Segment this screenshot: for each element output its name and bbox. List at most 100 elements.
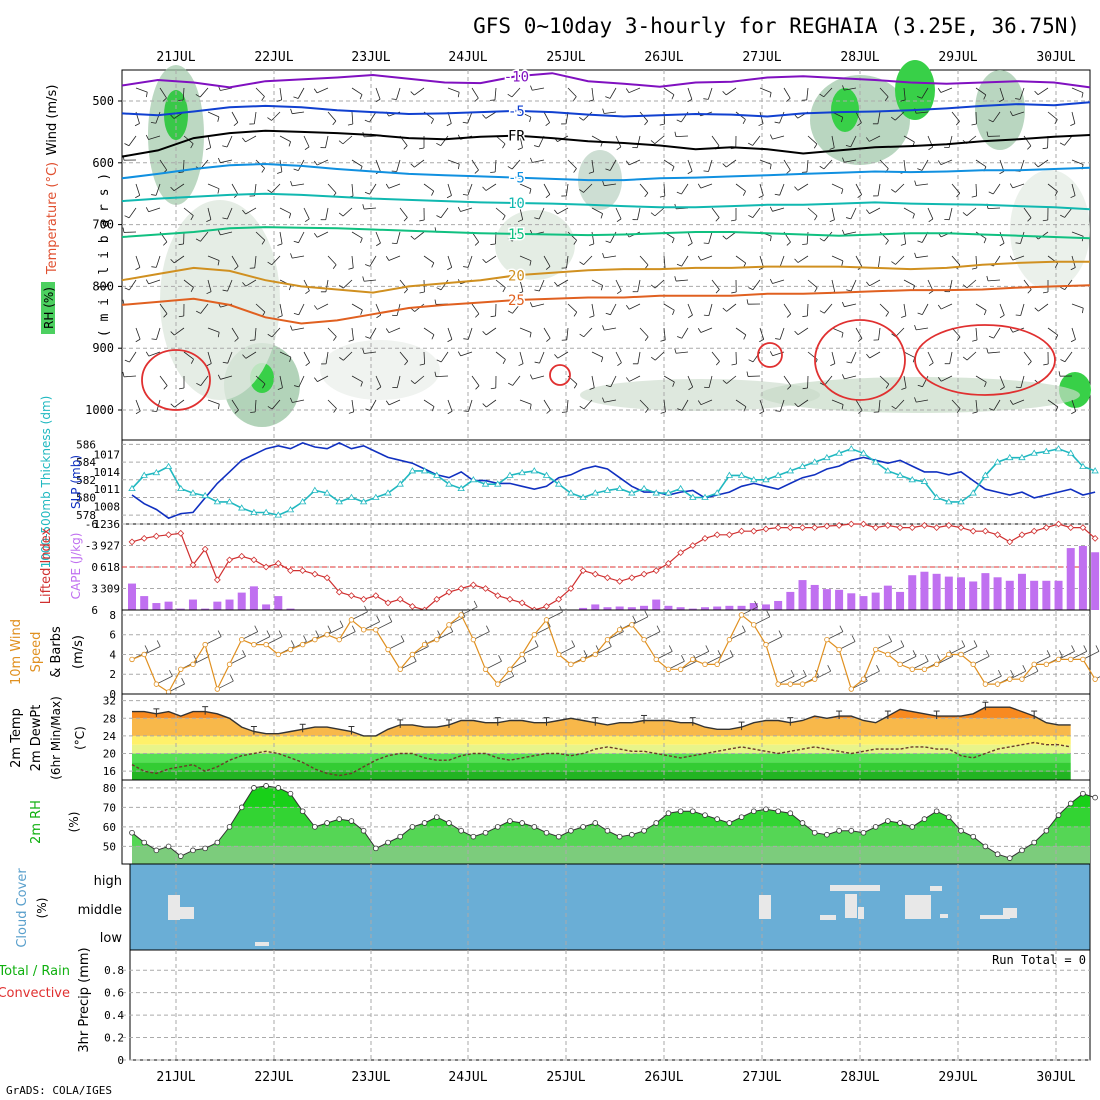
- wind10-barb-flag: [924, 655, 929, 662]
- wind10-point: [129, 656, 135, 663]
- wind-barb-aloft: [298, 375, 305, 388]
- cape-bar: [164, 601, 173, 610]
- cape-bar: [627, 607, 636, 610]
- wind10-barb: [607, 631, 624, 641]
- wind-barb-aloft: [831, 183, 844, 190]
- wind-barb-aloft-flag: [530, 157, 533, 163]
- ylabel-rh2m: 2m RH: [29, 800, 44, 844]
- wind-barb-aloft: [303, 351, 310, 363]
- thickness-point: [615, 484, 624, 492]
- wind10-barb: [1058, 651, 1075, 660]
- wind-barb-aloft: [1071, 399, 1077, 412]
- wind-barb-aloft: [135, 183, 141, 196]
- wind-barb-aloft: [440, 279, 449, 291]
- wind-barb-aloft-flag: [769, 351, 773, 356]
- wind-barb-aloft-flag: [937, 376, 942, 382]
- wind-barb-aloft-flag: [474, 241, 479, 246]
- thickness-point: [238, 504, 246, 511]
- wind-barb-aloft-flag: [376, 386, 382, 391]
- wind-barb-aloft: [831, 207, 835, 220]
- series-thickness: [131, 447, 1096, 517]
- rh-point: [799, 820, 806, 826]
- footer-credit: GrADS: COLA/IGES: [6, 1084, 112, 1097]
- rh-point: [775, 808, 781, 815]
- wind-barb-aloft: [468, 399, 473, 412]
- wind-barb-aloft: [351, 111, 354, 124]
- wind-barb-aloft: [949, 351, 953, 364]
- wind-barb-aloft: [148, 207, 161, 213]
- wind-barb-aloft-flag: [1070, 123, 1076, 127]
- wind-barb-aloft: [440, 135, 449, 146]
- wind-barb-aloft-flag: [277, 171, 283, 174]
- wind-barb-aloft-flag: [999, 99, 1004, 103]
- wind-barb-aloft: [1071, 303, 1084, 309]
- cape-bar: [749, 603, 758, 610]
- li-point: [640, 570, 648, 578]
- wind-barb-aloft: [629, 303, 641, 310]
- wind-barb-aloft: [700, 327, 713, 333]
- wind-barb-aloft: [148, 351, 161, 357]
- wind-barb-aloft: [128, 207, 137, 219]
- wind-barb-aloft-flag: [145, 92, 148, 98]
- li-point: [738, 527, 745, 535]
- wind-barb-aloft: [351, 303, 363, 311]
- wind-barb-aloft: [388, 327, 401, 334]
- wind10-barb-flag: [242, 650, 246, 657]
- wind-barb-aloft: [135, 87, 148, 93]
- wind-barb-aloft-flag: [122, 227, 125, 233]
- wind-barb-aloft: [519, 135, 523, 148]
- cape-bar: [737, 605, 746, 610]
- li-point: [994, 531, 1001, 539]
- wind-barb-aloft-flag: [846, 289, 852, 292]
- wind-barb-aloft-flag: [410, 91, 415, 96]
- wind10-point: [531, 632, 538, 638]
- wind-barb-aloft-flag: [385, 400, 390, 406]
- wind-barb-aloft-flag: [687, 242, 693, 247]
- wind-barb-aloft: [1047, 327, 1058, 336]
- temp-band: [132, 744, 1071, 754]
- wind-barb-aloft: [772, 135, 785, 140]
- li-point: [945, 522, 953, 529]
- wind-barb-aloft-flag: [901, 315, 907, 318]
- wind-barb-aloft: [245, 279, 257, 287]
- wind-barb-aloft-flag: [660, 411, 666, 414]
- wind-barb-aloft-flag: [529, 332, 532, 338]
- thickness-point: [859, 449, 868, 456]
- wind-barb-aloft: [316, 159, 329, 166]
- thickness-point: [1006, 453, 1014, 461]
- wind10-barb-flag: [169, 669, 173, 677]
- wind-barb-aloft-flag: [672, 310, 675, 315]
- wind10-point: [1019, 676, 1025, 682]
- wind-barb-aloft: [654, 279, 665, 289]
- wind10-barb-flag: [327, 625, 332, 632]
- wind-barb-aloft: [351, 87, 363, 95]
- wind10-barb: [887, 646, 905, 655]
- wind-barb-aloft-flag: [507, 93, 513, 98]
- thickness-point: [506, 471, 514, 478]
- wind10-barb-flag: [181, 677, 185, 685]
- wind10-barb: [595, 646, 612, 655]
- wind10-barb-flag: [351, 625, 356, 632]
- wind-barb-aloft-flag: [145, 134, 149, 140]
- ylabel-wind10-a: 10m Wind: [9, 619, 24, 685]
- wind-barb-aloft-flag: [332, 120, 337, 126]
- li-point: [555, 595, 563, 603]
- rh-tick-label: 70: [103, 801, 116, 814]
- wind-barb-aloft: [1064, 279, 1073, 290]
- wind-barb-aloft: [615, 135, 622, 148]
- ylabel-wind10-d: (m/s): [71, 635, 86, 669]
- wind-barb-aloft-flag: [410, 235, 415, 240]
- wind-barb-aloft-flag: [971, 195, 977, 198]
- wind-barb-aloft-flag: [989, 408, 994, 411]
- wind-barb-aloft: [297, 87, 305, 99]
- wind-barb-aloft-flag: [163, 385, 168, 390]
- thickness-tick-label: 578: [76, 509, 96, 522]
- wind-barb-aloft-flag: [554, 209, 558, 215]
- wind-barb-aloft: [806, 159, 809, 172]
- rh-tick-label: 50: [103, 840, 116, 853]
- wind10-point: [848, 686, 854, 692]
- wind-barb-aloft: [921, 159, 929, 171]
- thickness-tick-label: 586: [76, 438, 96, 451]
- wind-barb-aloft-flag: [573, 168, 577, 173]
